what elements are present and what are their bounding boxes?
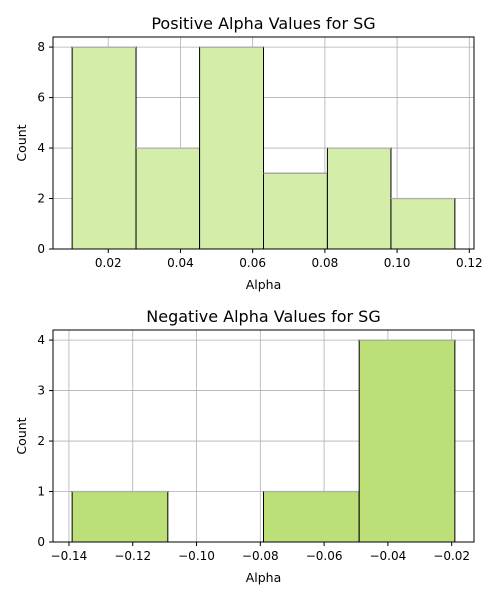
histogram-bar [263,172,328,250]
x-tick-label: 0.12 [456,256,483,270]
y-tick-label: 2 [37,434,45,448]
chart-1: 0.02 0.04 0.06 0.08 0.10 0.12 0 2 4 6 8 Positive Al… [14,14,483,292]
y-tick-label: 2 [37,192,45,206]
histogram-bar [263,491,360,543]
x-tick-label: −0.06 [306,549,343,563]
histogram-bar [135,147,201,250]
y-tick-label: 3 [37,384,45,398]
x-tick-label: −0.02 [433,549,470,563]
histogram-bar [71,491,169,543]
y-tick-label: 0 [37,535,45,549]
axes-frame [52,36,475,250]
x-tick-label: 0.04 [167,256,194,270]
y-tick-label: 4 [37,333,45,347]
histogram-bar [390,198,456,250]
y-axis-label: Count [14,417,29,454]
histogram-bar [326,147,392,250]
y-tick-label: 6 [37,91,45,105]
x-tick-label: −0.10 [178,549,215,563]
y-tick-label: 8 [37,40,45,54]
x-axis-label: Alpha [246,570,282,585]
y-tick-label: 4 [37,141,45,155]
x-tick-label: 0.02 [95,256,122,270]
chart-title: Positive Alpha Values for SG [151,14,375,33]
x-tick-label: −0.12 [114,549,151,563]
histogram-bar [71,46,137,250]
x-tick-label: 0.06 [239,256,266,270]
axes-frame [52,329,475,543]
chart-title: Negative Alpha Values for SG [146,307,380,326]
y-axis-label: Count [14,124,29,161]
histogram-bar [358,339,456,543]
histogram-bar [199,46,264,250]
x-tick-label: 0.10 [384,256,411,270]
x-axis-label: Alpha [246,277,282,292]
chart-2: −0.14 −0.12 −0.10 −0.08 −0.06 −0.04 −0.02 0 1 2 3 4… [14,307,475,585]
x-tick-label: −0.14 [51,549,88,563]
y-tick-label: 0 [37,242,45,256]
x-tick-label: 0.08 [312,256,339,270]
x-tick-label: −0.04 [369,549,406,563]
x-tick-label: −0.08 [242,549,279,563]
y-tick-label: 1 [37,485,45,499]
